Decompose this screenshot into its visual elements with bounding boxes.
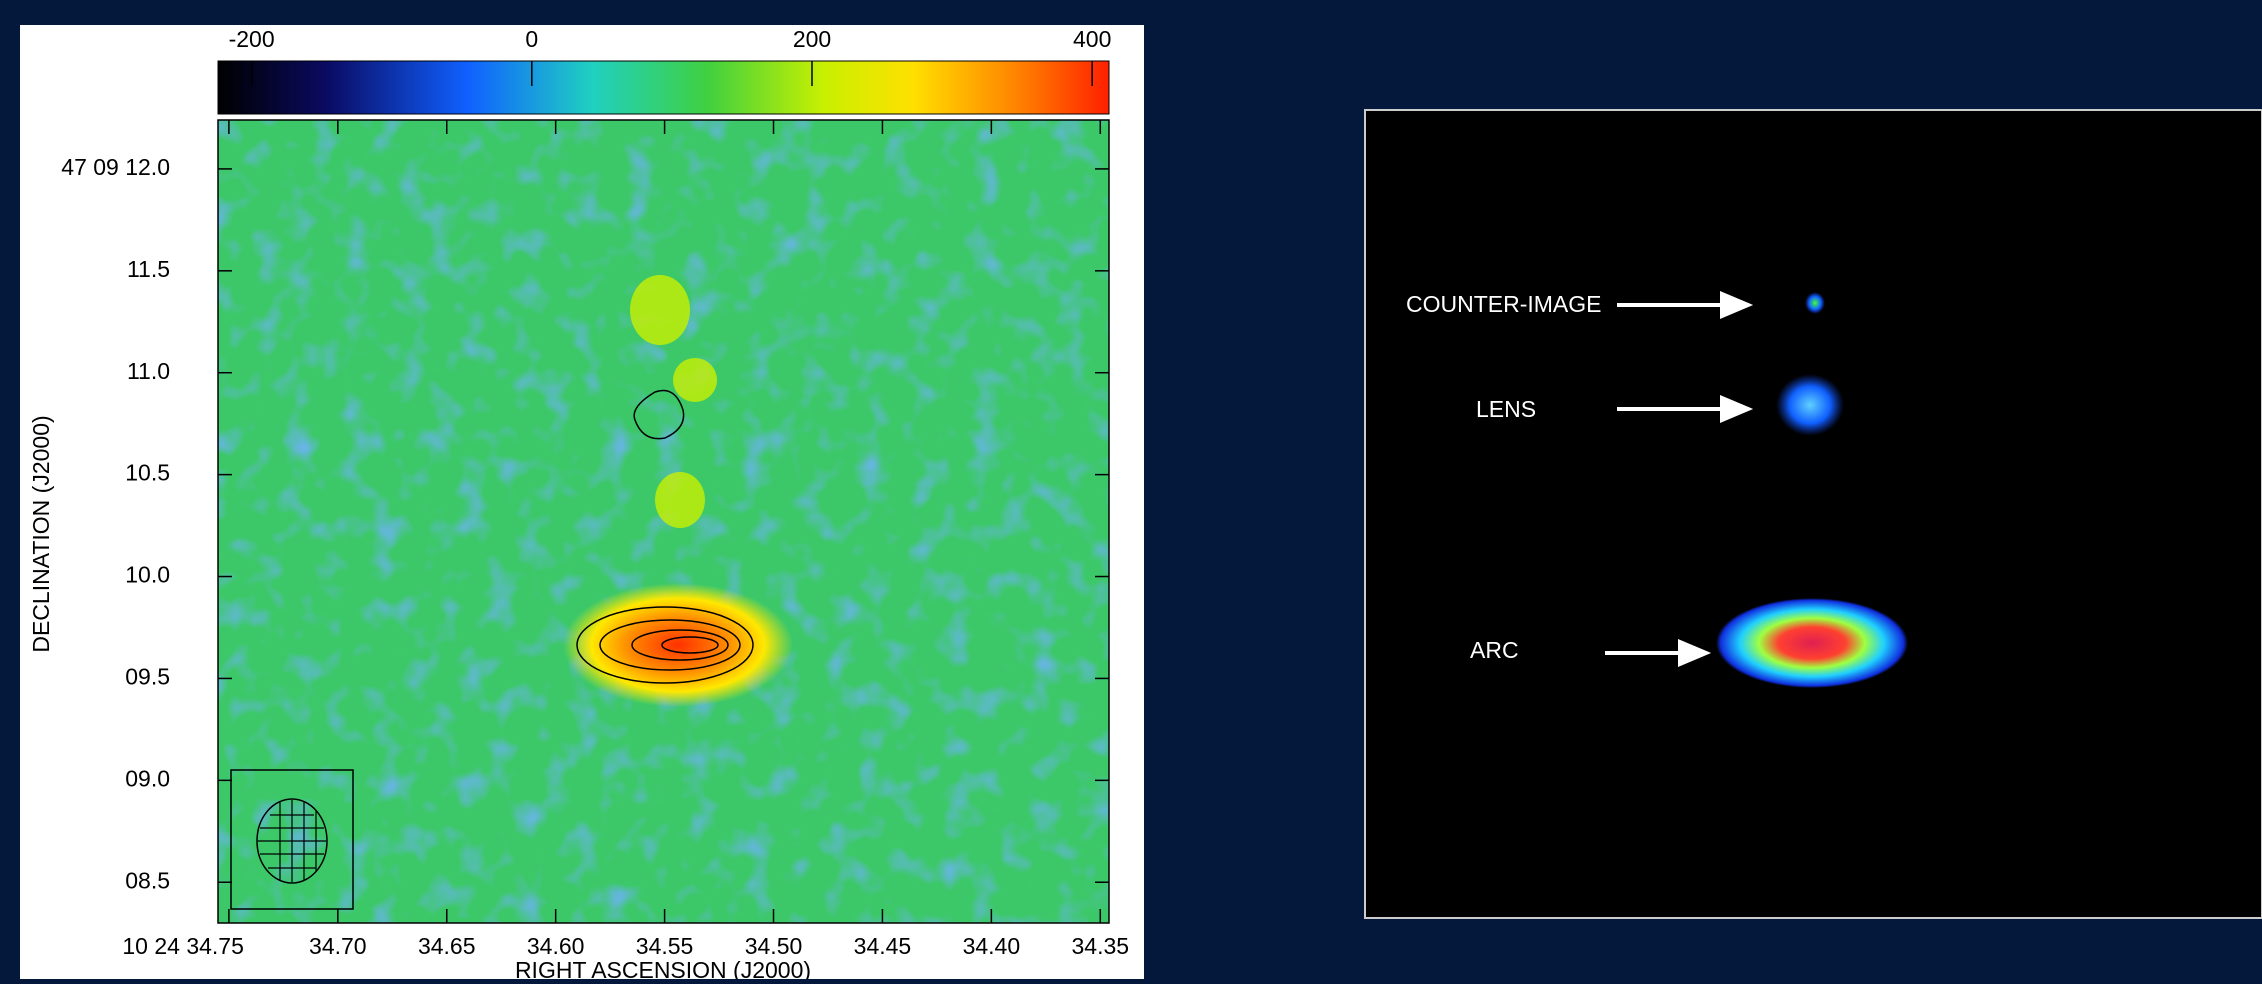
counter-image-blob xyxy=(1805,292,1825,314)
map-image xyxy=(218,120,1109,923)
y-tick-label: 10.0 xyxy=(125,562,170,588)
slide: DECLINATION (J2000) RIGHT ASCENSION (J20… xyxy=(0,0,2262,979)
x-tick-label: 10 24 34.75 xyxy=(122,933,244,959)
x-tick-label: 34.65 xyxy=(418,933,476,959)
page: DECLINATION (J2000) RIGHT ASCENSION (J20… xyxy=(0,0,2262,984)
model-label: ARC xyxy=(1470,637,1519,663)
y-tick-label: 08.5 xyxy=(125,867,170,893)
colorbar-tick-label: 400 xyxy=(1073,26,1111,52)
x-tick-label: 34.70 xyxy=(309,933,367,959)
y-tick-label: 47 09 12.0 xyxy=(61,154,170,180)
x-tick-label: 34.40 xyxy=(963,933,1021,959)
x-tick-label: 34.45 xyxy=(854,933,912,959)
arc-blob xyxy=(1716,598,1908,688)
model-label: LENS xyxy=(1476,396,1536,422)
colorbar-tick-label: 0 xyxy=(525,26,538,52)
x-tick-label: 34.50 xyxy=(745,933,803,959)
x-tick-label: 34.55 xyxy=(636,933,694,959)
y-tick-label: 11.0 xyxy=(127,358,170,384)
x-tick-label: 34.60 xyxy=(527,933,585,959)
y-tick-label: 10.5 xyxy=(125,460,170,486)
model-panel xyxy=(1365,110,2262,918)
colorbar-tick-label: -200 xyxy=(229,26,275,52)
lens-blob xyxy=(1776,374,1844,436)
y-tick-label: 11.5 xyxy=(127,256,170,282)
colorbar xyxy=(218,61,1109,114)
y-axis-label: DECLINATION (J2000) xyxy=(28,415,54,652)
colorbar-tick-label: 200 xyxy=(793,26,831,52)
x-axis-label: RIGHT ASCENSION (J2000) xyxy=(515,957,811,979)
y-tick-label: 09.0 xyxy=(125,765,170,791)
y-tick-label: 09.5 xyxy=(125,664,170,690)
x-tick-label: 34.35 xyxy=(1072,933,1130,959)
model-label: COUNTER-IMAGE xyxy=(1406,291,1602,317)
